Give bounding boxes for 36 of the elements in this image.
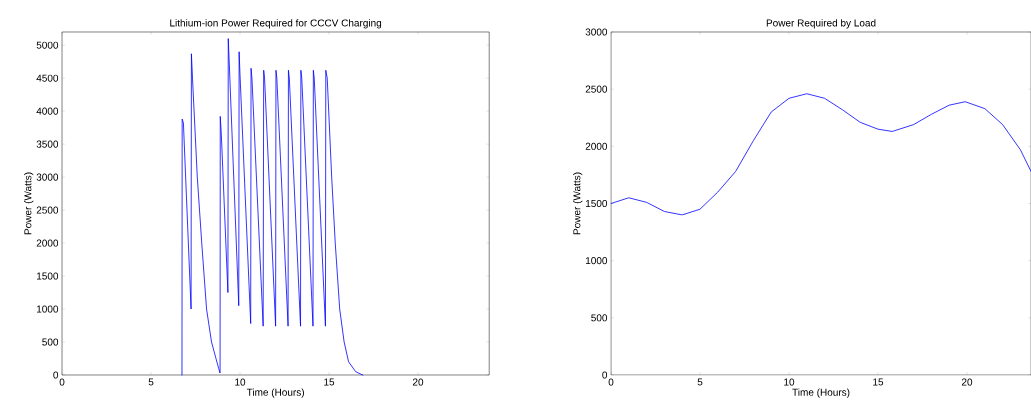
y-axis-title: Power (Watts) bbox=[573, 172, 583, 235]
x-tick-label: 10 bbox=[784, 378, 795, 386]
x-tick-label: 0 bbox=[608, 378, 614, 386]
y-tick-label: 0 bbox=[602, 371, 608, 379]
x-tick-label: 5 bbox=[697, 378, 703, 386]
y-tick-label: 3000 bbox=[36, 173, 59, 181]
line-series bbox=[181, 38, 364, 376]
y-tick-label: 1000 bbox=[37, 305, 59, 313]
y-tick-label: 1500 bbox=[585, 199, 608, 208]
y-tick-label: 500 bbox=[42, 338, 59, 346]
y-axis-title: Power (Watts) bbox=[24, 172, 34, 235]
y-tick-label: 3500 bbox=[36, 140, 59, 148]
chart-title: Lithium-ion Power Required for CCCV Charging bbox=[170, 19, 382, 29]
y-tick-label: 0 bbox=[53, 371, 59, 379]
y-tick-label: 5000 bbox=[36, 41, 59, 49]
x-tick-label: 20 bbox=[412, 378, 424, 386]
x-tick-label: 10 bbox=[235, 378, 246, 386]
y-tick-label: 2500 bbox=[36, 206, 59, 214]
x-tick-label: 15 bbox=[873, 378, 884, 386]
x-tick-label: 0 bbox=[59, 378, 65, 386]
x-axis-title: Time (Hours) bbox=[246, 388, 304, 398]
x-axis-title: Time (Hours) bbox=[792, 388, 850, 398]
y-tick-label: 4000 bbox=[36, 107, 59, 115]
y-tick-label: 2500 bbox=[585, 85, 608, 93]
x-tick-label: 20 bbox=[961, 378, 973, 386]
y-tick-label: 2000 bbox=[585, 142, 608, 150]
x-tick-label: 15 bbox=[324, 378, 335, 386]
y-tick-label: 1000 bbox=[585, 257, 608, 265]
line-series bbox=[610, 93, 1031, 216]
y-tick-label: 4500 bbox=[36, 74, 59, 82]
chart-title: Power Required by Load bbox=[766, 19, 876, 29]
y-tick-label: 3000 bbox=[585, 28, 608, 36]
y-tick-label: 2000 bbox=[36, 239, 59, 247]
x-tick-label: 5 bbox=[148, 378, 154, 386]
y-tick-label: 500 bbox=[591, 314, 608, 322]
y-tick-label: 1500 bbox=[37, 272, 59, 280]
